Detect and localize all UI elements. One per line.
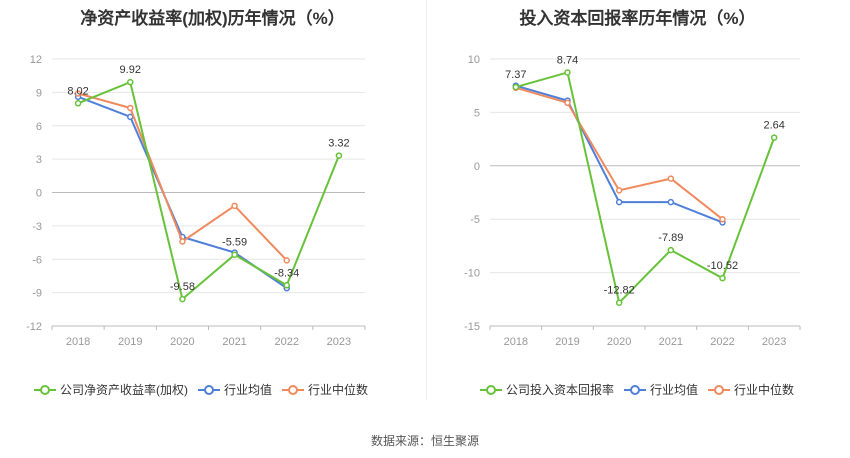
x-tick-label: 2020: [607, 336, 631, 348]
x-tick-label: 2021: [659, 336, 683, 348]
legend-label: 公司投入资本回报率: [506, 383, 615, 397]
data-point: [283, 257, 290, 264]
data-source: 数据来源：恒生聚源: [370, 434, 479, 448]
legend-item[interactable]: 行业中位数: [708, 381, 794, 398]
data-point: [667, 246, 675, 254]
legend-label: 行业中位数: [734, 383, 795, 397]
legend-marker-icon: [480, 384, 502, 395]
y-tick-label: 3: [36, 154, 42, 166]
series-line: [77, 80, 340, 301]
data-label: -10.52: [707, 260, 738, 272]
y-tick-label: 12: [30, 54, 42, 66]
legend-label: 行业均值: [650, 383, 699, 397]
x-tick-label: 2022: [710, 336, 734, 348]
y-tick-label: -9: [32, 288, 42, 300]
data-point: [564, 69, 571, 76]
data-point: [615, 299, 623, 306]
y-tick-label: -3: [32, 221, 42, 233]
legend-label: 行业中位数: [308, 383, 369, 397]
y-tick-label: -12: [26, 321, 42, 333]
data-point: [179, 295, 186, 303]
chart-title-roic: 投入资本回报率历年情况（%）: [519, 9, 756, 28]
data-label: 2.64: [763, 120, 784, 132]
y-tick-label: -10: [464, 268, 480, 280]
y-tick-label: 6: [36, 121, 42, 133]
x-tick-label: 2020: [170, 336, 194, 348]
series-line: [515, 71, 776, 305]
data-label: 9.92: [120, 64, 141, 76]
data-point: [667, 198, 675, 206]
legend-item[interactable]: 公司投入资本回报率: [480, 381, 614, 398]
legend-roe: 公司净资产收益率(加权) 行业均值 行业中位数: [34, 381, 368, 398]
legend-item[interactable]: 行业均值: [198, 381, 272, 398]
data-point: [615, 187, 623, 194]
data-point: [231, 202, 238, 210]
data-point: [335, 152, 343, 159]
data-point: [564, 99, 571, 107]
legend-marker-icon: [34, 384, 56, 395]
data-label: -9.58: [170, 281, 195, 293]
legend-marker-icon: [708, 384, 731, 395]
x-tick-label: 2022: [275, 336, 299, 348]
chart-title-roe: 净资产收益率(加权)历年情况（%）: [80, 9, 345, 28]
x-tick-label: 2023: [327, 336, 351, 348]
y-tick-label: 10: [468, 54, 480, 66]
x-tick-label: 2021: [222, 336, 246, 348]
data-label: 8.02: [67, 85, 88, 97]
data-point: [74, 90, 82, 97]
legend-item[interactable]: 行业中位数: [282, 381, 368, 398]
legend-item[interactable]: 行业均值: [624, 381, 698, 398]
y-tick-label: 9: [36, 87, 42, 99]
legend-label: 行业均值: [224, 383, 273, 397]
data-label: -12.82: [604, 285, 635, 297]
y-tick-label: -6: [32, 254, 42, 266]
data-label: 7.37: [505, 69, 526, 81]
legend-roic: 公司投入资本回报率 行业均值 行业中位数: [480, 381, 794, 398]
data-point: [179, 238, 186, 245]
data-point: [719, 274, 726, 282]
data-label: 3.32: [328, 138, 349, 150]
legend-marker-icon: [624, 384, 647, 395]
y-tick-label: -5: [470, 214, 480, 226]
data-label: -7.89: [658, 232, 683, 244]
data-point: [127, 78, 134, 86]
data-point: [667, 175, 675, 182]
data-point: [127, 104, 134, 112]
legend-item[interactable]: 公司净资产收益率(加权): [34, 381, 188, 398]
y-tick-label: 0: [474, 161, 480, 173]
legend-label: 公司净资产收益率(加权): [60, 383, 188, 397]
data-point: [74, 100, 82, 107]
x-tick-label: 2023: [762, 336, 786, 348]
data-label: -5.59: [222, 237, 247, 249]
data-point: [770, 134, 778, 141]
x-tick-label: 2018: [504, 336, 528, 348]
data-label: 8.74: [557, 54, 578, 66]
data-point: [615, 198, 623, 206]
divider: [426, 0, 427, 400]
legend-marker-icon: [198, 384, 220, 395]
data-label: -8.34: [274, 267, 299, 279]
x-tick-label: 2019: [118, 336, 142, 348]
y-tick-label: 5: [474, 107, 480, 119]
data-point: [512, 83, 520, 91]
x-tick-label: 2018: [66, 336, 90, 348]
legend-marker-icon: [282, 384, 305, 395]
x-tick-label: 2019: [555, 336, 579, 348]
data-point: [283, 282, 290, 289]
y-tick-label: -15: [464, 321, 480, 333]
data-point: [231, 251, 238, 258]
data-point: [719, 215, 726, 223]
y-tick-label: 0: [36, 188, 42, 200]
